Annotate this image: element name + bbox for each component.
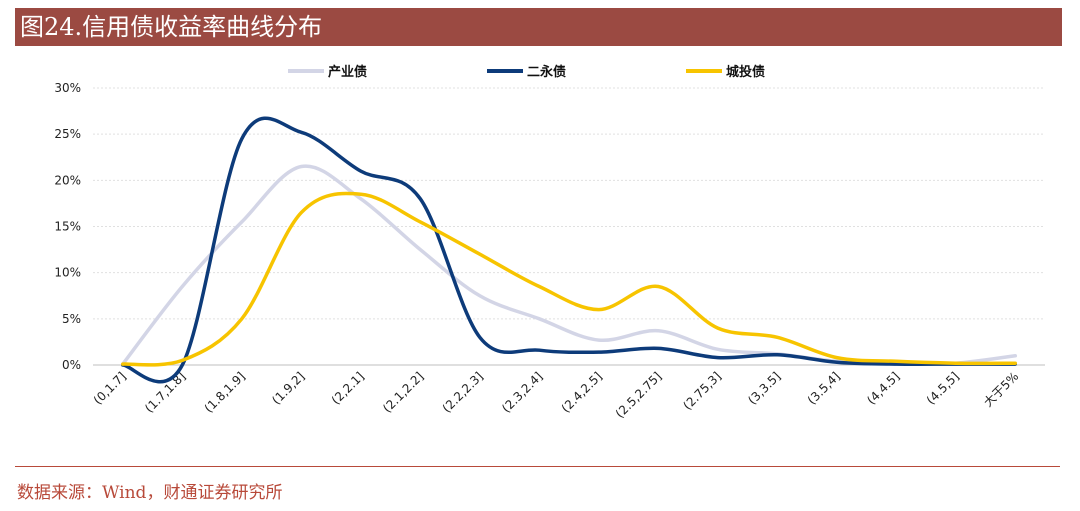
x-tick-label: (2.1,2.2] [380,369,426,415]
series-line-3 [121,191,1018,367]
grid [93,87,1045,366]
y-tick-label: 20% [54,173,81,187]
chart: 产业债 二永债 城投债 0% 5% 10% 15% 20% 25% 30% (0,1.7] (1.… [0,50,1080,455]
series-line-1 [121,164,1018,366]
data-source: 数据来源：Wind，财通证券研究所 [17,483,283,503]
x-tick-label: (1.9,2] [269,369,307,407]
footer-divider [15,466,1060,467]
y-tick-label: 25% [54,127,81,141]
y-tick-label: 5% [62,312,81,326]
x-tick-label: (3.5,4] [805,369,843,407]
legend-label: 二永债 [527,64,566,80]
legend: 产业债 二永债 城投债 [288,64,765,80]
legend-label: 产业债 [328,64,367,80]
y-tick-label: 0% [62,358,81,372]
x-tick-label: (1.8,1.9] [202,369,248,415]
series-line-2 [121,116,1018,384]
x-tick-label: (4.5,5] [924,369,962,407]
page-title: 图24.信用债收益率曲线分布 [15,8,1062,46]
series-layer [121,116,1018,384]
y-tick-label: 10% [54,266,81,280]
chart-canvas: 产业债 二永债 城投债 0% 5% 10% 15% 20% 25% 30% (0,1.7] (1.… [54,64,1045,421]
x-tick-label: (2.3,2.4] [499,369,545,415]
x-tick-label: 大于5% [981,369,1021,409]
x-tick-label: (2.4,2.5] [559,369,605,415]
y-axis: 0% 5% 10% 15% 20% 25% 30% [54,81,81,372]
y-tick-label: 30% [54,81,81,95]
x-tick-label: (2.2,2.3] [440,369,486,415]
x-axis: (0,1.7] (1.7,1.8] (1.8,1.9] (1.9,2] (2,2.1] (… [91,369,1022,421]
x-tick-label: (1.7,1.8] [142,369,188,415]
x-tick-label: (0,1.7] [91,369,129,407]
x-tick-label: (4,4.5] [864,369,902,407]
x-tick-label: (2.5,2.75] [613,369,665,421]
x-tick-label: (2,2.1] [329,369,367,407]
y-tick-label: 15% [54,220,81,234]
legend-label: 城投债 [726,64,765,80]
x-tick-label: (2.75,3] [680,369,724,413]
x-tick-label: (3,3.5] [745,369,783,407]
